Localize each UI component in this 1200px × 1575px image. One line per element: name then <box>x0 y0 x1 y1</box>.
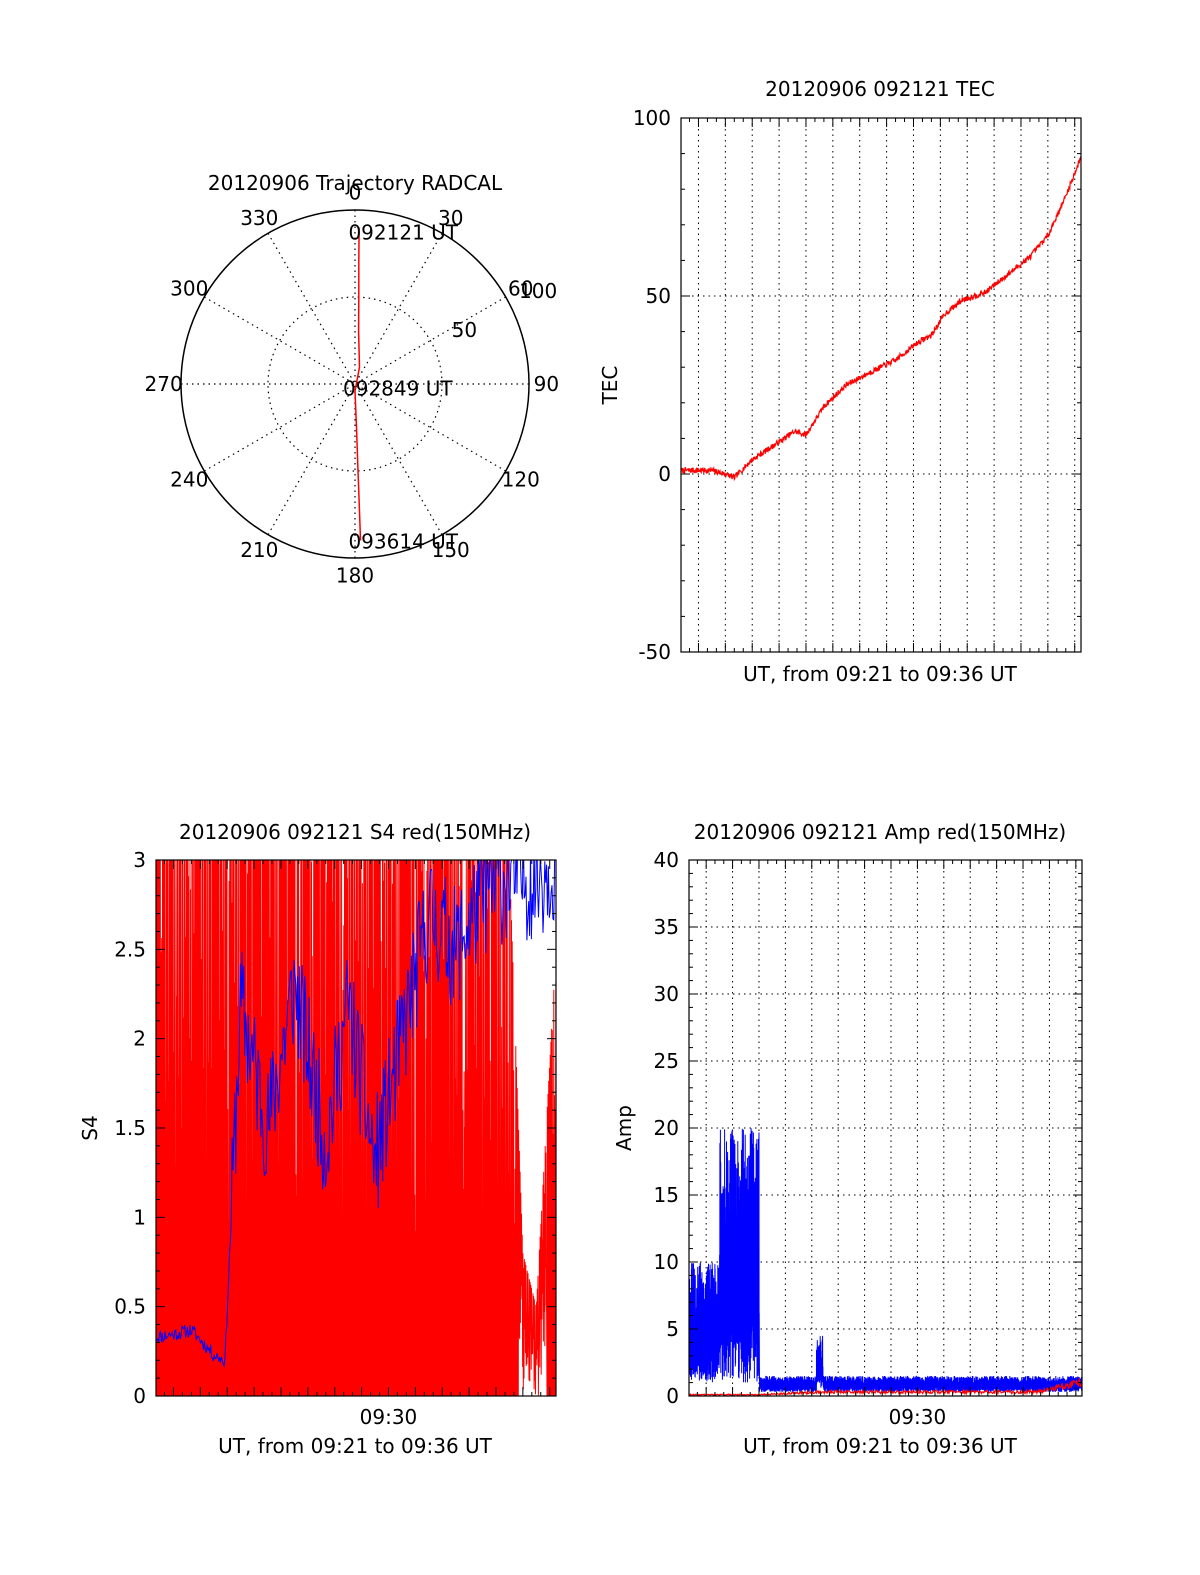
y-tick-label: -50 <box>638 640 671 664</box>
tec-title: 20120906 092121 TEC <box>765 77 995 101</box>
y-tick-label: 35 <box>654 915 679 939</box>
y-tick-label: 15 <box>654 1183 679 1207</box>
y-tick-label: 1.5 <box>114 1116 146 1140</box>
azimuth-label-120: 120 <box>502 468 540 492</box>
azimuth-label-180: 180 <box>336 563 374 587</box>
amp-xlabel: UT, from 09:21 to 09:36 UT <box>743 1434 1018 1458</box>
s4-plot: 20120906 092121 S4 red(150MHz) UT, from … <box>78 820 557 1458</box>
s4-title: 20120906 092121 S4 red(150MHz) <box>179 820 531 844</box>
trajectory-line <box>354 227 362 541</box>
amp-ylabel: Amp <box>612 1105 636 1151</box>
radial-label-100: 100 <box>519 279 557 303</box>
s4-plot-area: 0 0.5 1 1.5 2 2.5 3 09:30 <box>114 848 557 1429</box>
s4-blue-series <box>156 860 556 1368</box>
y-tick-label: 40 <box>654 848 679 872</box>
x-tick-label: 09:30 <box>360 1405 418 1429</box>
amp-red-series <box>688 1378 1083 1397</box>
s4-ylabel: S4 <box>78 1115 102 1140</box>
y-tick-label: 50 <box>646 284 671 308</box>
tec-xlabel: UT, from 09:21 to 09:36 UT <box>743 662 1018 686</box>
polar-ring-50 <box>267 296 443 472</box>
azimuth-label-150: 150 <box>432 538 470 562</box>
axes: 0 0.5 1 1.5 2 2.5 3 09:30 <box>114 848 557 1429</box>
azimuth-label-240: 240 <box>170 468 208 492</box>
y-tick-label: 0 <box>133 1384 146 1408</box>
amp-blue-series <box>688 1128 1083 1393</box>
azimuth-label-0: 0 <box>349 181 362 205</box>
azimuth-label-330: 330 <box>240 206 278 230</box>
y-tick-label: 30 <box>654 982 679 1006</box>
y-tick-label: 25 <box>654 1049 679 1073</box>
trajectory-time-label-1: 092849 UT <box>343 376 453 400</box>
amp-title: 20120906 092121 Amp red(150MHz) <box>694 820 1066 844</box>
y-tick-label: 5 <box>666 1317 679 1341</box>
azimuth-label-90: 90 <box>534 372 559 396</box>
tec-plot-area: -50 0 50 100 <box>633 106 1082 664</box>
s4-red-series <box>156 860 556 1396</box>
x-tick-label: 09:30 <box>889 1405 947 1429</box>
polar-labels: 0 30 60 90 120 150 180 210 240 270 300 330 50 100 <box>145 181 560 588</box>
tec-plot: 20120906 092121 TEC UT, from 09:21 to 09… <box>598 77 1082 686</box>
amp-plot: 20120906 092121 Amp red(150MHz) UT, from… <box>612 820 1083 1458</box>
y-tick-label: 3 <box>133 848 146 872</box>
y-tick-label: 100 <box>633 106 671 130</box>
azimuth-label-300: 300 <box>170 276 208 300</box>
y-tick-label: 0.5 <box>114 1295 146 1319</box>
s4-series-group <box>156 860 556 1396</box>
azimuth-label-30: 30 <box>438 206 463 230</box>
y-tick-label: 0 <box>658 462 671 486</box>
y-tick-label: 2 <box>133 1027 146 1051</box>
y-tick-label: 2.5 <box>114 937 146 961</box>
trajectory-title: 20120906 Trajectory RADCAL <box>208 171 503 195</box>
tec-series-line <box>680 156 1082 482</box>
s4-xlabel: UT, from 09:21 to 09:36 UT <box>218 1434 493 1458</box>
azimuth-label-60: 60 <box>508 276 533 300</box>
trajectory-time-label-0: 092121 UT <box>348 220 458 244</box>
axes-frame <box>680 117 1082 653</box>
tec-ylabel: TEC <box>598 366 622 406</box>
polar-grid <box>180 209 530 559</box>
y-tick-label: 1 <box>133 1205 146 1229</box>
azimuth-label-210: 210 <box>240 538 278 562</box>
amp-plot-area: 0 5 10 15 20 25 30 35 40 09:30 <box>654 848 1083 1429</box>
y-tick-label: 10 <box>654 1250 679 1274</box>
y-tick-label: 0 <box>666 1384 679 1408</box>
trajectory-polar-plot: 20120906 Trajectory RADCAL 0 30 60 90 120 150… <box>145 171 560 587</box>
y-tick-label: 20 <box>654 1116 679 1140</box>
trajectory-time-label-2: 093614 UT <box>348 530 458 554</box>
axes: 0 5 10 15 20 25 30 35 40 09:30 <box>654 848 1083 1429</box>
radial-label-50: 50 <box>452 318 477 342</box>
axes: -50 0 50 100 <box>633 106 1082 664</box>
azimuth-label-270: 270 <box>145 372 183 396</box>
grid-lines <box>681 118 1081 652</box>
trajectory-annotations: 092121 UT 092849 UT 093614 UT <box>343 220 459 553</box>
trajectory-track <box>354 227 362 541</box>
